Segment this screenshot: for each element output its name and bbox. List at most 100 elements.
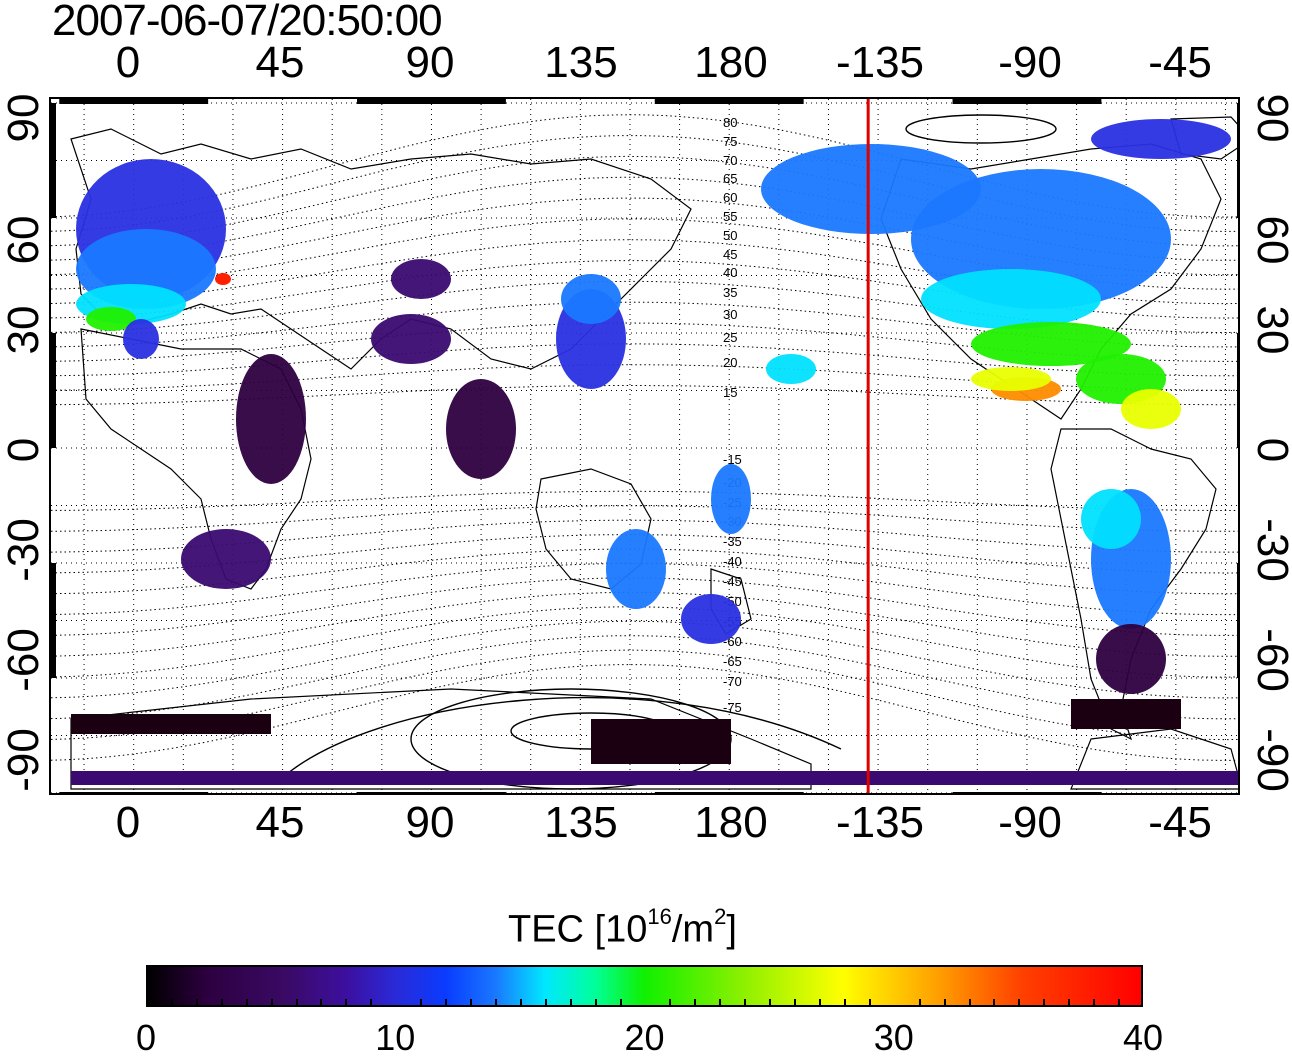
colorbar-minor-tick [1068, 999, 1071, 1007]
top-lon-tick-label: 135 [544, 38, 618, 87]
magnetic-contour [51, 606, 1238, 678]
frame-tick-bar [952, 792, 1102, 793]
frame-tick-bar [654, 99, 804, 104]
top-lon-tick-label: -90 [998, 38, 1062, 87]
colorbar-minor-tick [719, 999, 722, 1007]
tec-map-canvas: 8075706560555045403530252015-15-20-25-30… [51, 99, 1238, 793]
tec-patch-australia [606, 529, 666, 609]
right-lat-tick-label: 0 [1247, 438, 1292, 462]
top-lon-tick-label: 45 [255, 38, 305, 87]
colorbar-title: TEC [1016/m2] [508, 904, 737, 951]
tec-hotspot-europe [215, 273, 231, 285]
colorbar-minor-tick [195, 999, 198, 1007]
tec-patch-south-africa [181, 529, 271, 589]
colorbar-minor-tick [868, 999, 871, 1007]
left-lat-tick-label: 60 [0, 215, 48, 265]
frame-tick-bar [357, 792, 506, 793]
left-lat-tick-label: -90 [0, 728, 48, 792]
colorbar-minor-tick [245, 999, 248, 1007]
magnetic-contour [51, 239, 1238, 305]
coastline [70, 688, 812, 790]
colorbar-minor-tick [943, 999, 946, 1007]
frame-tick-bar [51, 103, 56, 218]
colorbar-minor-tick [295, 999, 298, 1007]
colorbar-minor-tick [993, 999, 996, 1007]
contour-label: 80 [723, 115, 737, 130]
bottom-lon-tick-label: -45 [1148, 798, 1212, 847]
colorbar-minor-tick [794, 999, 797, 1007]
colorbar-minor-tick [345, 999, 348, 1007]
colorbar-minor-tick [270, 999, 273, 1007]
tec-patch-antarctica [591, 719, 731, 764]
tec-patch-patagonia [1096, 624, 1166, 694]
tec-patch-north-america [921, 269, 1101, 329]
colorbar-minor-tick [669, 999, 672, 1007]
contour-label: -35 [723, 534, 742, 549]
bottom-lon-tick-label: 180 [694, 798, 768, 847]
colorbar-minor-tick [1093, 999, 1096, 1007]
top-lon-tick-label: 0 [115, 38, 141, 87]
tec-patch-west-africa [123, 319, 159, 359]
colorbar-minor-tick [818, 999, 821, 1007]
colorbar-minor-tick [420, 999, 423, 1007]
colorbar-minor-tick [445, 999, 448, 1007]
left-lat-tick-label: 90 [0, 93, 48, 143]
tec-patch-east-asia [561, 274, 621, 324]
colorbar-minor-tick [1118, 999, 1121, 1007]
contour-label: 70 [723, 153, 737, 168]
magnetic-contour [51, 135, 1238, 232]
timestamp-title: 2007-06-07/20:50:00 [52, 0, 443, 45]
contour-label: -15 [723, 452, 742, 467]
magnetic-contour [51, 301, 1238, 348]
tec-patch-hawaii [766, 354, 816, 384]
colorbar-minor-tick [370, 999, 373, 1007]
bottom-lon-tick-label: 90 [405, 798, 455, 847]
frame-tick-bar [1237, 333, 1238, 448]
contour-label: 40 [723, 265, 737, 280]
right-lat-tick-label: 90 [1248, 93, 1292, 143]
magnetic-contour [51, 591, 1238, 657]
right-lat-tick-label: 30 [1248, 305, 1292, 355]
contour-label: 45 [723, 247, 737, 262]
colorbar-tick-label: 20 [624, 1017, 665, 1058]
magnetic-contour [51, 260, 1238, 319]
frame-tick-bar [1237, 563, 1238, 678]
colorbar-tick-label: 30 [873, 1017, 914, 1058]
colorbar-minor-tick [1018, 999, 1021, 1007]
bottom-lon-tick-label: 135 [544, 798, 618, 847]
contour-label: 60 [723, 190, 737, 205]
contour-label: -70 [723, 674, 742, 689]
tec-patch-central-america [971, 367, 1051, 391]
tec-patch-south-america [1081, 489, 1141, 549]
colorbar-minor-tick [320, 999, 323, 1007]
colorbar-minor-tick [470, 999, 473, 1007]
tec-patch-pacific [711, 464, 751, 534]
tec-patch-north-africa [86, 307, 136, 331]
magnetic-contour [51, 620, 1238, 699]
colorbar-minor-tick [494, 999, 497, 1007]
frame-tick-bar [654, 792, 804, 793]
colorbar-minor-tick [843, 999, 846, 1007]
magnetic-contour [51, 563, 1238, 616]
magnetic-contour [51, 490, 1238, 511]
contour-label: 65 [723, 171, 737, 186]
contour-label: 35 [723, 285, 737, 300]
bottom-lon-tick-label: 45 [255, 798, 305, 847]
colorbar-minor-tick [619, 999, 622, 1007]
contour-label: 25 [723, 330, 737, 345]
colorbar-minor-tick [220, 999, 223, 1007]
tec-patch-antarctica [71, 771, 1238, 785]
magnetic-contour [51, 577, 1238, 636]
right-lat-tick-label: -60 [1248, 628, 1292, 692]
right-lat-tick-label: 60 [1248, 215, 1292, 265]
left-lat-tick-label: 0 [0, 437, 48, 463]
frame-tick-bar [51, 333, 56, 448]
magnetic-pole-contour [280, 696, 842, 780]
tec-patch-caribbean [1121, 389, 1181, 429]
magnetic-contour [51, 364, 1238, 391]
colorbar-tick-label: 10 [375, 1017, 416, 1058]
bottom-lon-tick-label: -135 [835, 798, 925, 847]
frame-tick-bar [1237, 103, 1238, 218]
colorbar-minor-tick [1043, 999, 1046, 1007]
right-lat-tick-label: -30 [1248, 518, 1292, 582]
